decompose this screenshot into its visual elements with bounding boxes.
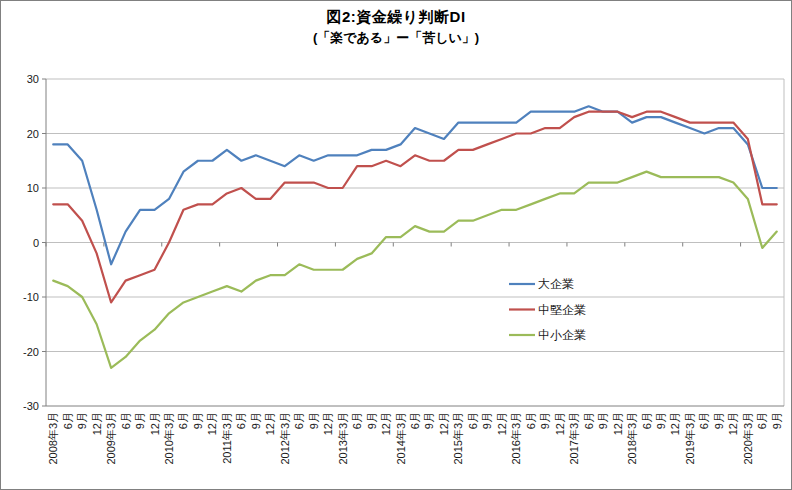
x-tick-label: 9月 [134,412,146,429]
x-tick-label: 2010年3月 [163,412,175,465]
x-tick-label: 12月 [669,412,681,435]
x-tick-label: 12月 [380,412,392,435]
x-tick-label: 9月 [655,412,667,429]
chart-figure: 図2:資金繰り判断DI (「楽である」ー「苦しい」) 3020100-10-20… [0,0,792,490]
x-tick-label: 12月 [612,412,624,435]
x-tick-label: 6月 [62,412,74,429]
x-tick-label: 6月 [698,412,710,429]
x-tick-label: 2014年3月 [395,412,407,465]
x-tick-label: 2019年3月 [684,412,696,465]
x-tick-label: 12月 [727,412,739,435]
x-tick-label: 9月 [539,412,551,429]
data-series [53,106,777,368]
x-tick-label: 2013年3月 [337,412,349,465]
x-tick-label: 6月 [351,412,363,429]
legend-label-中小企業: 中小企業 [538,328,586,342]
x-tick-label: 12月 [91,412,103,435]
legend: 大企業中堅企業中小企業 [509,277,586,342]
x-tick-label: 2015年3月 [452,412,464,465]
y-tick-label: -30 [23,400,39,412]
y-axis-labels: 30 20 10 0 -10 -20 -30 [23,73,39,412]
y-tick-label: -10 [23,291,39,303]
x-axis-labels: 2008年3月6月9月12月2009年3月6月9月12月2010年3月6月9月1… [47,412,783,465]
x-tick-label: 6月 [293,412,305,429]
legend-label-中堅企業: 中堅企業 [538,303,586,317]
y-tick-label: 20 [27,128,39,140]
x-tick-label: 6月 [525,412,537,429]
x-tick-label: 12月 [264,412,276,435]
x-tick-label: 2009年3月 [105,412,117,465]
x-tick-label: 6月 [235,412,247,429]
x-tick-label: 12月 [322,412,334,435]
x-tick-label: 2016年3月 [510,412,522,465]
x-tick-label: 9月 [597,412,609,429]
x-tick-label: 12月 [149,412,161,435]
x-tick-label: 9月 [423,412,435,429]
x-tick-label: 6月 [467,412,479,429]
y-tick-label: 0 [33,237,39,249]
x-tick-label: 9月 [308,412,320,429]
x-tick-label: 12月 [554,412,566,435]
y-tick-label: 30 [27,73,39,85]
x-tick-label: 6月 [756,412,768,429]
y-tick-label: -20 [23,346,39,358]
x-tick-label: 12月 [496,412,508,435]
x-tick-label: 6月 [120,412,132,429]
x-tick-label: 9月 [366,412,378,429]
x-tick-label: 9月 [192,412,204,429]
line-chart: 3020100-10-20-30 2008年3月6月9月12月2009年3月6月… [1,1,792,490]
x-tick-label: 2011年3月 [221,412,233,464]
x-tick-label: 9月 [250,412,262,429]
x-tick-label: 2017年3月 [568,412,580,465]
x-tick-label: 2020年3月 [742,412,754,465]
legend-label-大企業: 大企業 [538,277,574,291]
series-line-大企業 [53,106,777,264]
x-tick-label: 9月 [771,412,783,429]
x-tick-label: 2008年3月 [47,412,59,465]
x-tick-label: 6月 [177,412,189,429]
series-line-中小企業 [53,172,777,368]
x-tick-label: 12月 [206,412,218,435]
x-tick-label: 2018年3月 [626,412,638,465]
x-tick-label: 9月 [481,412,493,429]
x-tick-label: 12月 [438,412,450,435]
y-tick-label: 10 [27,182,39,194]
x-tick-label: 9月 [713,412,725,429]
x-tick-label: 6月 [583,412,595,429]
x-tick-label: 6月 [409,412,421,429]
x-tick-label: 2012年3月 [279,412,291,465]
x-tick-label: 6月 [641,412,653,429]
series-line-中堅企業 [53,112,777,303]
x-tick-label: 9月 [76,412,88,429]
